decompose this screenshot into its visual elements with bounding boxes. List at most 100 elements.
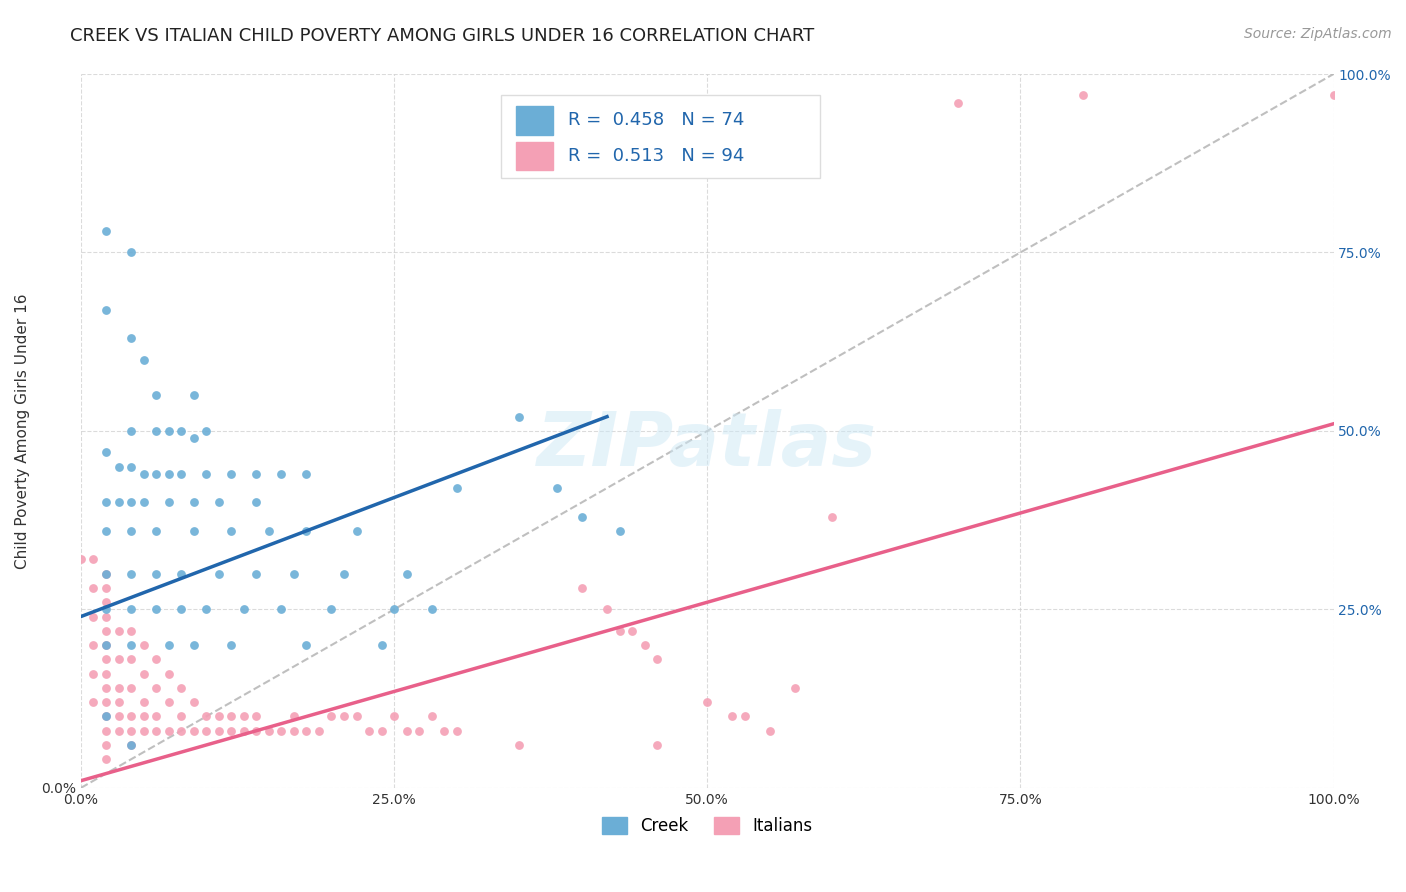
Point [145, 388, 167, 402]
Point [107, 723, 129, 738]
Point [107, 681, 129, 695]
Point [219, 638, 242, 652]
Point [270, 467, 292, 481]
Point [183, 695, 205, 709]
Point [94, 609, 117, 624]
Point [208, 566, 231, 581]
Text: R =  0.513   N = 94: R = 0.513 N = 94 [568, 147, 745, 165]
Point [157, 424, 180, 438]
Point [395, 566, 418, 581]
Point [120, 681, 142, 695]
Point [308, 723, 330, 738]
Point [245, 723, 267, 738]
Point [145, 709, 167, 723]
Point [107, 624, 129, 638]
Point [132, 723, 155, 738]
Point [94, 581, 117, 595]
Point [120, 602, 142, 616]
Point [120, 524, 142, 538]
Point [183, 524, 205, 538]
Point [132, 638, 155, 652]
Point [1322, 88, 1344, 103]
Point [94, 666, 117, 681]
Point [107, 459, 129, 474]
Point [94, 709, 117, 723]
Point [382, 602, 405, 616]
Point [94, 723, 117, 738]
Point [132, 495, 155, 509]
Point [219, 524, 242, 538]
Point [157, 723, 180, 738]
Point [333, 709, 356, 723]
Point [94, 524, 117, 538]
Point [120, 709, 142, 723]
Point [245, 566, 267, 581]
Point [633, 638, 655, 652]
Point [82, 609, 104, 624]
Point [195, 723, 218, 738]
Point [183, 638, 205, 652]
Point [120, 495, 142, 509]
Point [94, 738, 117, 752]
Point [734, 709, 756, 723]
Point [346, 709, 368, 723]
Point [157, 666, 180, 681]
Point [208, 495, 231, 509]
Point [94, 752, 117, 766]
Point [232, 709, 254, 723]
Point [357, 723, 380, 738]
Point [157, 467, 180, 481]
Text: ZIPatlas: ZIPatlas [537, 409, 877, 482]
Point [145, 652, 167, 666]
Point [94, 602, 117, 616]
Point [94, 495, 117, 509]
Point [783, 681, 806, 695]
Point [120, 245, 142, 260]
Point [82, 638, 104, 652]
Point [157, 638, 180, 652]
Point [120, 723, 142, 738]
Point [571, 509, 593, 524]
Point [94, 681, 117, 695]
Point [245, 495, 267, 509]
Point [645, 652, 668, 666]
Point [195, 709, 218, 723]
Point [94, 695, 117, 709]
Point [107, 495, 129, 509]
Point [370, 638, 392, 652]
Point [295, 524, 318, 538]
Point [395, 723, 418, 738]
Point [132, 467, 155, 481]
Point [721, 709, 744, 723]
Point [94, 638, 117, 652]
Point [145, 424, 167, 438]
Point [183, 388, 205, 402]
Point [82, 666, 104, 681]
Point [170, 723, 193, 738]
Text: R =  0.458   N = 74: R = 0.458 N = 74 [568, 112, 745, 129]
Text: CREEK VS ITALIAN CHILD POVERTY AMONG GIRLS UNDER 16 CORRELATION CHART: CREEK VS ITALIAN CHILD POVERTY AMONG GIR… [70, 27, 814, 45]
Point [346, 524, 368, 538]
Point [82, 552, 104, 566]
Point [170, 602, 193, 616]
Point [270, 602, 292, 616]
Point [145, 566, 167, 581]
Point [183, 723, 205, 738]
Point [120, 738, 142, 752]
Point [157, 495, 180, 509]
Point [232, 723, 254, 738]
Point [208, 723, 231, 738]
Point [120, 566, 142, 581]
Point [433, 723, 456, 738]
Point [195, 424, 218, 438]
Point [219, 467, 242, 481]
Point [70, 552, 93, 566]
Point [609, 524, 631, 538]
Point [295, 723, 318, 738]
Point [446, 723, 468, 738]
Point [170, 681, 193, 695]
Point [508, 738, 530, 752]
Point [157, 695, 180, 709]
Point [333, 566, 356, 581]
Point [120, 459, 142, 474]
